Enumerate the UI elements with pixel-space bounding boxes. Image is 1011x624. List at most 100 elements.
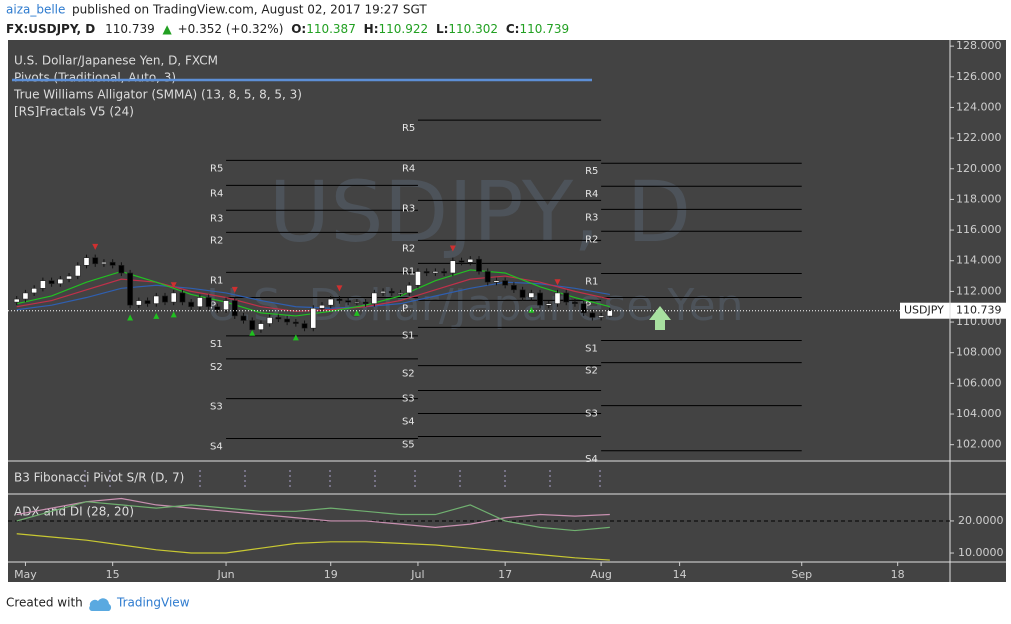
fractal-up [449,245,456,252]
fractal-down [249,329,256,336]
x-tick-label: Jul [410,568,424,581]
pivot-label: R5 [585,166,598,177]
candle-body [537,292,543,306]
candle-body [380,291,386,294]
c-value: 110.739 [519,22,569,36]
candle-body [144,300,151,304]
pivot-label: P [210,301,216,312]
pivot-label: R1 [210,275,223,286]
candle-body [432,271,439,274]
pivot-label: R5 [210,163,223,174]
candle-body [240,315,247,321]
candle-body [48,280,55,285]
candle-body [127,272,134,306]
candle-body [458,260,465,263]
candle-body [554,292,561,304]
candle-body [92,257,99,265]
candle-body [284,318,291,323]
candle-body [345,300,352,303]
candle-body [135,300,142,306]
pivot-label: S3 [210,402,223,413]
price-symbol: USDJPY [904,304,944,317]
candle-body [179,292,186,303]
candle-body [266,317,273,324]
watermark-symbol: USDJPY, D [269,163,691,261]
candle-body [589,312,596,318]
candle-body [74,265,81,277]
x-tick-label: Sep [791,568,812,581]
symbol: FX:USDJPY, D [6,22,95,36]
candle-body [292,321,299,324]
fractal-up [336,285,343,292]
fractal-down [127,314,134,321]
author[interactable]: aiza_belle [6,3,65,17]
footer-created: Created with [6,596,83,610]
candle-body [31,288,38,294]
y-tick-label: 112.000 [956,284,1002,297]
symbol-line: FX:USDJPY, D 110.739 ▲ +0.352 (+0.32%) O… [6,22,569,36]
change: +0.352 (+0.32%) [178,22,284,36]
pivot-label: R4 [210,188,223,199]
y-tick-label: 116.000 [956,223,1002,236]
fractal-down [153,312,160,319]
y-tick-label: 128.000 [956,39,1002,52]
pivot-label: S3 [585,409,598,420]
fractal-up [231,286,238,293]
fractal-up [92,243,99,250]
candle-body [301,323,308,329]
h-label: H: [364,22,379,36]
adx-y-tick-label: 20.0000 [958,514,1004,527]
pivot-label: S4 [210,442,223,453]
pivot-label: R1 [585,276,598,287]
candle-body [223,300,229,311]
fractal-down [170,311,177,318]
candle-body [510,284,517,291]
candle-body [258,323,264,331]
legend-entry: True Williams Alligator (SMMA) (13, 8, 5… [13,88,302,102]
pivot-label: S4 [585,454,598,465]
pivot-label: R3 [585,212,598,223]
candle-body [406,284,413,294]
candle-body [205,297,212,308]
candle-body [188,301,195,308]
pivot-label: R4 [585,189,598,200]
o-value: 110.387 [306,22,356,36]
fractal-down [292,334,299,341]
footer-brand[interactable]: TradingView [116,596,190,610]
fractal-down [528,306,535,313]
candle-body [388,291,395,294]
pivot-label: S1 [210,339,223,350]
candle-body [249,320,256,331]
pivot-label: S2 [585,366,598,377]
x-tick-label: Jun [216,568,234,581]
candle-body [467,258,474,263]
candle-body [572,301,578,304]
pivot-label: S1 [402,330,415,341]
candle-body [449,260,456,274]
published: published on TradingView.com, August 02,… [72,3,427,17]
pivot-label: R2 [210,235,223,246]
candle-body [39,280,46,289]
y-tick-label: 126.000 [956,70,1002,83]
pivot-label: R5 [402,123,415,134]
candle-body [214,306,221,311]
candle-body [22,292,29,300]
pivot-label: R3 [210,213,223,224]
pivot-label: P [585,301,591,312]
candle-body [362,301,369,304]
arrow-icon [649,306,671,330]
legend-entry: [RS]Fractals V5 (24) [14,105,134,119]
fractal-down [353,309,360,316]
y-tick-label: 124.000 [956,100,1002,113]
pivot-label: P [402,303,408,314]
candle-body [415,271,421,286]
candle-body [502,280,509,286]
adx-line [16,501,610,532]
y-tick-label: 120.000 [956,162,1002,175]
y-tick-label: 108.000 [956,346,1002,359]
candle-body [57,278,64,285]
candle-body [153,295,160,304]
fractal-up [170,282,177,289]
pivot-label: R4 [402,163,415,174]
